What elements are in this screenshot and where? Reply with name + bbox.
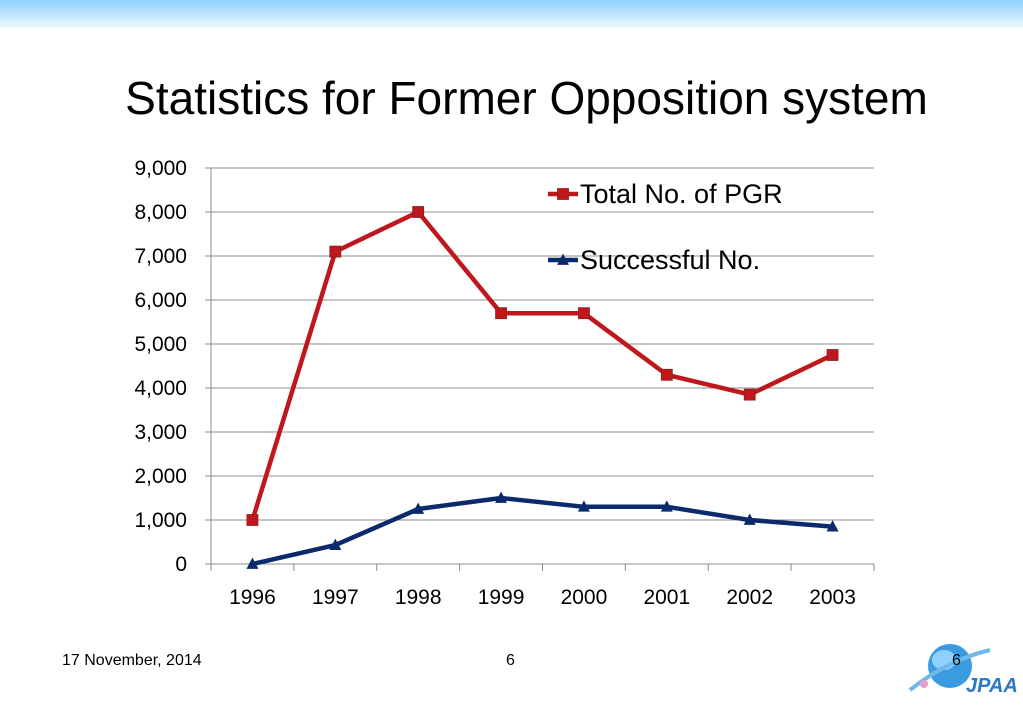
data-point	[329, 538, 342, 550]
series-total-no-of-pgr	[246, 206, 839, 526]
y-tick-label: 4,000	[134, 377, 187, 400]
y-tick-label: 3,000	[134, 421, 187, 444]
series-successful-no	[246, 491, 839, 569]
legend-item: Successful No.	[548, 245, 760, 275]
legend-label: Total No. of PGR	[580, 179, 783, 209]
data-point	[578, 307, 590, 320]
series	[246, 206, 839, 569]
y-axis-tick-labels: 0 1,000 2,000 3,000 4,000 5,000 6,000 7,000 8,00…	[134, 157, 187, 576]
x-tick-label: 2001	[643, 586, 690, 609]
x-tick-label: 1996	[229, 586, 276, 609]
logo-page-number: 6	[952, 652, 961, 669]
data-point	[826, 520, 839, 532]
y-tick-label: 9,000	[134, 157, 187, 180]
data-point	[329, 245, 342, 258]
y-tick-label: 0	[175, 553, 187, 576]
y-tick-label: 7,000	[134, 245, 187, 268]
jpaa-logo: JPAA	[908, 644, 1018, 697]
x-tick-label: 2002	[726, 586, 773, 609]
x-axis-tick-labels: 1996 1997 1998 1999 2000 2001 2002 2003	[229, 586, 856, 609]
x-tick-label: 1999	[478, 586, 525, 609]
data-point	[495, 491, 508, 503]
series-line	[250, 209, 834, 521]
y-tick-label: 1,000	[134, 509, 187, 532]
header-band	[0, 0, 1023, 28]
y-tick-label: 6,000	[134, 289, 187, 312]
data-point	[246, 514, 259, 526]
data-point	[743, 388, 756, 401]
x-tick-label: 2000	[561, 586, 608, 609]
footer-date: 17 November, 2014	[62, 652, 202, 669]
footer-page-number: 6	[506, 652, 515, 669]
data-point	[412, 206, 425, 218]
legend-item: Total No. of PGR	[548, 179, 783, 209]
x-tick-label: 2003	[809, 586, 856, 609]
axes	[205, 167, 875, 571]
y-tick-label: 8,000	[134, 201, 187, 224]
data-point	[412, 502, 425, 514]
data-point	[660, 368, 673, 381]
y-tick-label: 2,000	[134, 465, 187, 488]
series-line	[251, 495, 833, 567]
data-point	[246, 557, 259, 569]
data-point	[495, 307, 507, 320]
legend: Total No. of PGR Successful No.	[548, 179, 783, 275]
legend-marker	[557, 188, 569, 200]
data-point	[577, 500, 590, 512]
legend-label: Successful No.	[580, 245, 760, 275]
data-point	[660, 500, 673, 512]
slide-title: Statistics for Former Opposition system	[125, 72, 928, 124]
x-tick-label: 1997	[312, 586, 359, 609]
data-point	[826, 349, 839, 361]
y-tick-label: 5,000	[134, 333, 187, 356]
logo-wordmark: JPAA	[966, 675, 1018, 697]
data-point	[743, 513, 756, 525]
legend-marker	[557, 253, 569, 265]
x-tick-label: 1998	[395, 586, 442, 609]
gridlines	[211, 167, 874, 521]
